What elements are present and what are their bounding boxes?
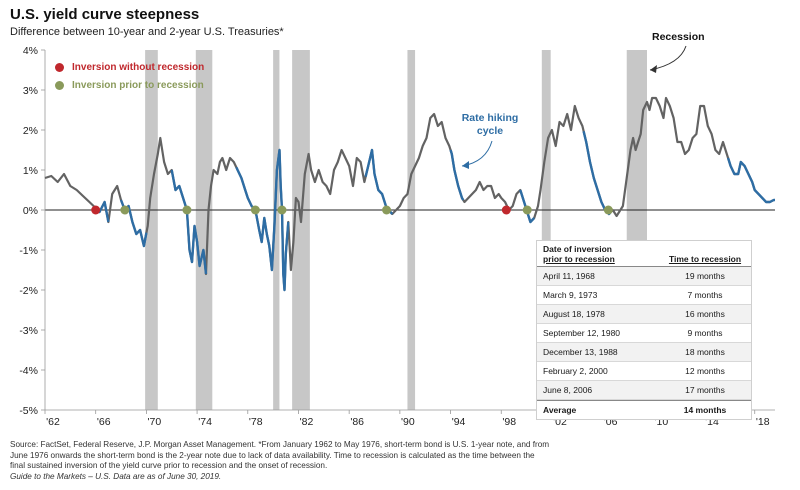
table-row: March 9, 1973 7 months	[537, 286, 751, 305]
average-value: 14 months	[683, 405, 727, 415]
table-header: Date of inversion prior to recession Tim…	[537, 241, 751, 267]
inversion-prior-to-recession-dot	[277, 205, 287, 215]
x-tick-label: '66	[97, 416, 111, 428]
time-to-recession: 18 months	[685, 347, 725, 357]
rate-hiking-annotation: cycle	[477, 125, 503, 137]
footnote-line1: Source: FactSet, Federal Reserve, J.P. M…	[10, 440, 550, 449]
x-tick-label: '78	[249, 416, 263, 428]
inversion-prior-to-recession-dot	[120, 205, 130, 215]
table-header-time: Time to recession	[668, 254, 742, 264]
rate-hiking-segment	[449, 149, 465, 201]
inversion-prior-to-recession-dot	[522, 205, 532, 215]
rate-hiking-segment	[582, 131, 612, 216]
inversion-table: Date of inversion prior to recession Tim…	[536, 240, 752, 420]
rate-hiking-segment	[726, 157, 775, 204]
rate-hiking-segment	[364, 148, 394, 215]
rate-hiking-annotation: Rate hiking	[462, 112, 519, 124]
page-subtitle: Difference between 10-year and 2-year U.…	[10, 26, 284, 38]
legend-label-no-recession: Inversion without recession	[72, 61, 205, 73]
table-average-row: Average 14 months	[537, 400, 751, 419]
footnote-line2: June 1976 onwards the short-term bond is…	[10, 450, 535, 460]
recession-band	[292, 50, 310, 410]
legend-item-prior-recession: Inversion prior to recession	[55, 76, 204, 94]
recession-arrowhead	[650, 65, 657, 73]
y-tick-label: 3%	[23, 85, 38, 97]
table-row: September 12, 1980 9 months	[537, 324, 751, 343]
table-row: June 8, 2006 17 months	[537, 381, 751, 400]
table-row: August 18, 1978 16 months	[537, 305, 751, 324]
y-tick-label: 2%	[23, 125, 38, 137]
inversion-date: February 2, 2000	[543, 366, 608, 376]
recession-band	[145, 50, 158, 410]
recession-band	[273, 50, 280, 410]
x-tick-label: '62	[46, 416, 60, 428]
table-body: April 11, 1968 19 months March 9, 1973 7 mo…	[537, 267, 751, 400]
rate-hiking-arrow	[461, 140, 493, 167]
inversion-date: September 12, 1980	[543, 328, 621, 338]
footnote-line4: Guide to the Markets – U.S. Data are as …	[10, 471, 222, 481]
x-tick-label: '90	[401, 416, 415, 428]
x-tick-label: '70	[148, 416, 162, 428]
footnote-line3: final sustained inversion of the yield c…	[10, 461, 328, 470]
time-to-recession: 12 months	[685, 366, 725, 376]
table-header-date-line1: Date of inversion	[543, 244, 612, 254]
inversion-without-recession-dot	[501, 205, 511, 215]
recession-band	[407, 50, 416, 410]
y-tick-label: -5%	[19, 405, 38, 417]
page-title: U.S. yield curve steepness	[10, 6, 200, 23]
x-tick-label: '74	[198, 416, 212, 428]
y-tick-label: -3%	[19, 325, 38, 337]
time-to-recession: 19 months	[685, 271, 725, 281]
table-row: December 13, 1988 18 months	[537, 343, 751, 362]
x-tick-label: '86	[350, 416, 364, 428]
table-row: February 2, 2000 12 months	[537, 362, 751, 381]
time-to-recession: 9 months	[687, 328, 723, 338]
legend: Inversion without recession Inversion pr…	[55, 58, 204, 94]
table-row: April 11, 1968 19 months	[537, 267, 751, 286]
time-to-recession: 17 months	[685, 385, 725, 395]
olive-dot-icon	[55, 80, 64, 90]
y-tick-label: -1%	[19, 245, 38, 257]
inversion-prior-to-recession-dot	[182, 205, 192, 215]
x-tick-label: '98	[502, 416, 516, 428]
footnote: Source: FactSet, Federal Reserve, J.P. M…	[10, 440, 710, 482]
red-dot-icon	[55, 62, 64, 72]
table-header-date: Date of inversion prior to recession	[543, 244, 665, 264]
y-tick-label: 4%	[23, 45, 38, 57]
table-header-date-line2: prior to recession	[543, 254, 615, 264]
recession-band	[195, 50, 213, 410]
legend-item-no-recession: Inversion without recession	[55, 58, 204, 76]
inversion-prior-to-recession-dot	[382, 205, 392, 215]
legend-label-prior-recession: Inversion prior to recession	[72, 79, 204, 91]
recession-annotation: Recession	[652, 31, 705, 43]
inversion-date: December 13, 1988	[543, 347, 618, 357]
rate-hiking-arrowhead	[462, 161, 469, 169]
recession-band	[541, 50, 551, 410]
inversion-prior-to-recession-dot	[250, 205, 260, 215]
time-to-recession: 7 months	[687, 290, 723, 300]
rate-hiking-segment	[170, 169, 208, 275]
y-tick-label: -4%	[19, 365, 38, 377]
inversion-date: August 18, 1978	[543, 309, 605, 319]
x-tick-label: '94	[452, 416, 466, 428]
average-label: Average	[543, 405, 577, 415]
y-tick-label: -2%	[19, 285, 38, 297]
y-tick-label: 1%	[23, 165, 38, 177]
inversion-prior-to-recession-dot	[603, 205, 613, 215]
inversion-date: April 11, 1968	[543, 271, 595, 281]
x-tick-label: '82	[300, 416, 314, 428]
time-to-recession: 16 months	[685, 309, 725, 319]
inversion-date: June 8, 2006	[543, 385, 593, 395]
y-tick-label: 0%	[23, 205, 38, 217]
rate-hiking-segment	[235, 148, 290, 292]
x-tick-label: '18	[756, 416, 770, 428]
inversion-date: March 9, 1973	[543, 290, 598, 300]
inversion-without-recession-dot	[91, 205, 101, 215]
